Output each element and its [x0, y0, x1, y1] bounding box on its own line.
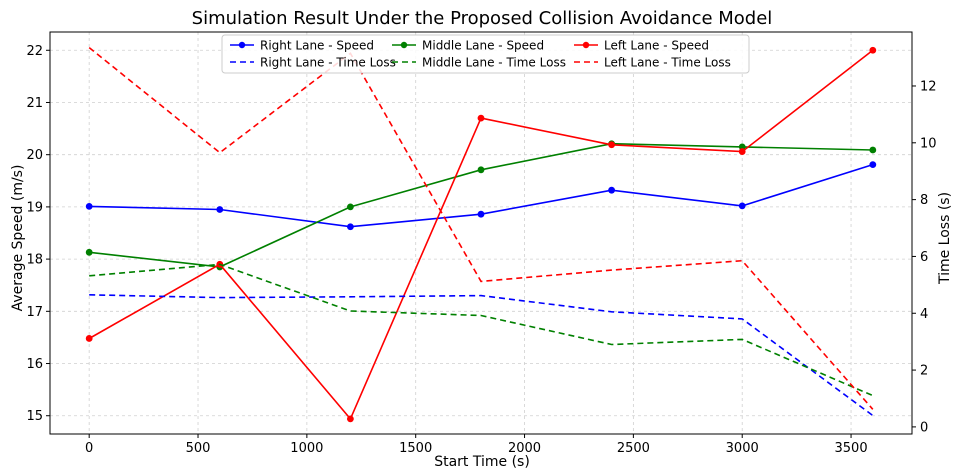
chart-title: Simulation Result Under the Proposed Col…	[192, 8, 773, 29]
legend-label: Middle Lane - Time Loss	[422, 56, 566, 70]
series-line-1	[89, 142, 873, 268]
y2-tick-label: 2	[920, 364, 928, 379]
x-tick-label: 2000	[508, 441, 541, 456]
legend-label: Left Lane - Time Loss	[604, 56, 731, 70]
series-line-4	[89, 263, 874, 397]
y-tick-label: 16	[26, 357, 43, 372]
y-tick-label: 18	[26, 253, 43, 268]
y-tick-label: 22	[26, 44, 43, 59]
data-point	[477, 210, 485, 218]
y2-tick-label: 0	[920, 420, 928, 435]
legend-label: Left Lane - Speed	[604, 39, 709, 53]
x-tick-label: 3500	[835, 441, 868, 456]
x-tick-label: 3000	[726, 441, 759, 456]
x-tick-label: 0	[85, 441, 93, 456]
y-tick-label: 21	[26, 96, 43, 111]
data-point	[85, 335, 93, 342]
y2-tick-label: 12	[920, 79, 937, 94]
legend-label: Right Lane - Speed	[260, 39, 374, 53]
data-point	[346, 415, 354, 423]
data-point	[738, 143, 746, 151]
y2-axis-label: Time Loss (s)	[937, 192, 953, 285]
y-tick-label: 17	[26, 305, 43, 320]
data-point	[738, 148, 746, 155]
data-point	[869, 146, 877, 154]
legend-box	[221, 34, 750, 74]
legend-marker	[400, 41, 408, 49]
data-point	[346, 203, 354, 211]
data-point	[216, 206, 224, 213]
y-tick-label: 20	[26, 148, 43, 163]
x-tick-label: 2500	[617, 441, 650, 456]
y-tick-label: 15	[26, 409, 43, 424]
data-point	[869, 46, 877, 54]
legend-label: Middle Lane - Speed	[422, 39, 544, 53]
y-tick-label: 19	[26, 200, 43, 215]
y-axis-label: Average Speed (m/s)	[10, 165, 26, 312]
data-point	[477, 114, 485, 122]
data-point	[608, 141, 616, 149]
series-layer	[85, 46, 877, 423]
x-axis-label: Start Time (s)	[434, 454, 530, 470]
data-point	[85, 248, 93, 256]
x-tick-label: 500	[186, 441, 211, 456]
data-point	[869, 161, 877, 169]
y2-tick-label: 6	[920, 250, 928, 265]
data-point	[608, 186, 616, 194]
data-point	[738, 202, 746, 210]
y2-tick-label: 10	[920, 136, 937, 151]
x-tick-label: 1500	[399, 441, 432, 456]
series-line-3	[89, 294, 874, 417]
y2-tick-label: 4	[920, 307, 928, 322]
series-line-5	[88, 46, 874, 410]
axes: 0 500 1000 1500 2000 2500 3000 3500151617181920…	[26, 31, 937, 456]
legend: Right Lane - Speed Middle Lane - Speed Lef…	[221, 34, 750, 74]
data-point	[477, 166, 485, 174]
y2-tick-label: 8	[920, 193, 928, 208]
legend-marker	[582, 41, 590, 49]
legend-label: Right Lane - Time Loss	[260, 56, 396, 70]
data-point	[85, 202, 93, 210]
x-tick-label: 1000	[290, 441, 323, 456]
plot-frame	[49, 31, 913, 435]
legend-marker	[238, 41, 246, 49]
grid	[50, 32, 912, 434]
data-point	[346, 223, 354, 231]
